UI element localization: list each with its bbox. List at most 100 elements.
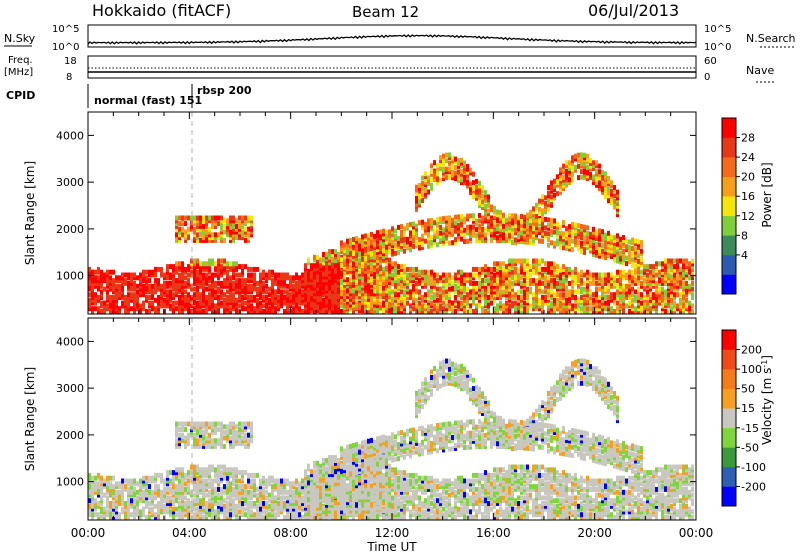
power-cell xyxy=(202,292,205,298)
power-cell xyxy=(457,231,460,237)
power-cell xyxy=(604,300,607,306)
velocity-cell xyxy=(124,484,127,490)
power-cell xyxy=(484,303,487,309)
power-cell xyxy=(583,172,586,178)
power-cell xyxy=(403,229,406,235)
power-cell xyxy=(655,297,658,303)
power-cell xyxy=(640,243,643,248)
power-cell xyxy=(631,278,634,284)
power-cell xyxy=(328,302,331,308)
velocity-cell xyxy=(184,421,187,427)
power-cell xyxy=(214,292,217,298)
velocity-cell xyxy=(106,478,109,484)
beam-label: Beam 12 xyxy=(352,3,419,21)
velocity-cell xyxy=(184,472,187,478)
power-cell xyxy=(355,288,358,294)
power-cell xyxy=(577,275,580,281)
power-cell xyxy=(106,289,109,295)
power-cell xyxy=(355,252,358,258)
power-cell xyxy=(430,226,433,232)
power-cell xyxy=(493,272,496,278)
power-cell xyxy=(253,266,256,272)
power-cell xyxy=(394,250,397,256)
power-cell xyxy=(310,299,313,305)
power-cell xyxy=(337,254,340,260)
power-cell xyxy=(355,266,358,272)
power-cell xyxy=(220,300,223,306)
power-cell xyxy=(580,278,583,284)
power-cell xyxy=(127,306,130,312)
velocity-cell xyxy=(118,484,121,490)
power-cell xyxy=(166,272,169,278)
velocity-cell xyxy=(178,443,181,449)
velocity-cell xyxy=(163,503,166,509)
power-cell xyxy=(382,228,385,234)
power-cell xyxy=(436,272,439,278)
power-cell xyxy=(175,264,178,270)
power-cell xyxy=(250,309,253,314)
power-cell xyxy=(433,237,436,243)
power-cell xyxy=(178,309,181,314)
power-cell xyxy=(292,292,295,298)
power-cell xyxy=(433,278,436,284)
power-cell xyxy=(346,309,349,314)
power-cell xyxy=(682,309,685,314)
velocity-cell xyxy=(187,512,190,518)
power-cell xyxy=(601,297,604,303)
power-cell xyxy=(175,266,178,272)
power-cell xyxy=(430,223,433,229)
power-cell xyxy=(331,263,334,269)
power-cell xyxy=(631,240,634,246)
power-cell xyxy=(214,309,217,314)
velocity-cell xyxy=(106,498,109,504)
power-cell xyxy=(508,266,511,272)
power-cell xyxy=(241,303,244,309)
velocity-cell xyxy=(124,509,127,515)
power-cell xyxy=(193,226,196,232)
velocity-cell xyxy=(175,470,178,476)
power-cell xyxy=(493,309,496,314)
velocity-cell xyxy=(115,503,118,509)
power-cell xyxy=(289,297,292,303)
power-cell xyxy=(526,286,529,292)
power-cell xyxy=(619,280,622,286)
power-cell xyxy=(208,286,211,292)
power-cell xyxy=(271,280,274,286)
power-cell xyxy=(685,266,688,272)
power-cell xyxy=(373,253,376,259)
power-cell xyxy=(241,297,244,303)
power-cell xyxy=(100,272,103,278)
power-cell xyxy=(211,261,214,267)
power-cell xyxy=(376,263,379,269)
power-cell xyxy=(538,198,541,204)
power-cell xyxy=(262,286,265,292)
power-cell xyxy=(493,289,496,295)
power-cell xyxy=(214,295,217,300)
power-cell xyxy=(439,306,442,312)
power-cell xyxy=(331,260,334,266)
power-cell xyxy=(103,306,106,312)
power-cell xyxy=(604,241,607,247)
power-cell xyxy=(424,295,427,300)
power-cell xyxy=(346,238,349,244)
power-cell xyxy=(451,229,454,234)
power-cell xyxy=(469,170,472,176)
power-cell xyxy=(637,261,640,267)
power-cell xyxy=(541,272,544,278)
power-cell xyxy=(472,275,475,281)
power-cell xyxy=(235,289,238,295)
power-cell xyxy=(439,278,442,284)
power-cell xyxy=(295,297,298,303)
power-cell xyxy=(343,256,346,262)
power-cell xyxy=(202,309,205,314)
power-cell xyxy=(352,299,355,305)
power-cell xyxy=(454,275,457,281)
power-cell xyxy=(427,221,430,227)
power-cell xyxy=(487,221,490,227)
power-cell xyxy=(547,264,550,270)
power-cell xyxy=(355,241,358,247)
cpid-mode-rbsp: rbsp 200 xyxy=(197,84,252,97)
power-cell xyxy=(427,297,430,303)
power-cell xyxy=(472,292,475,298)
power-cell xyxy=(88,292,91,298)
